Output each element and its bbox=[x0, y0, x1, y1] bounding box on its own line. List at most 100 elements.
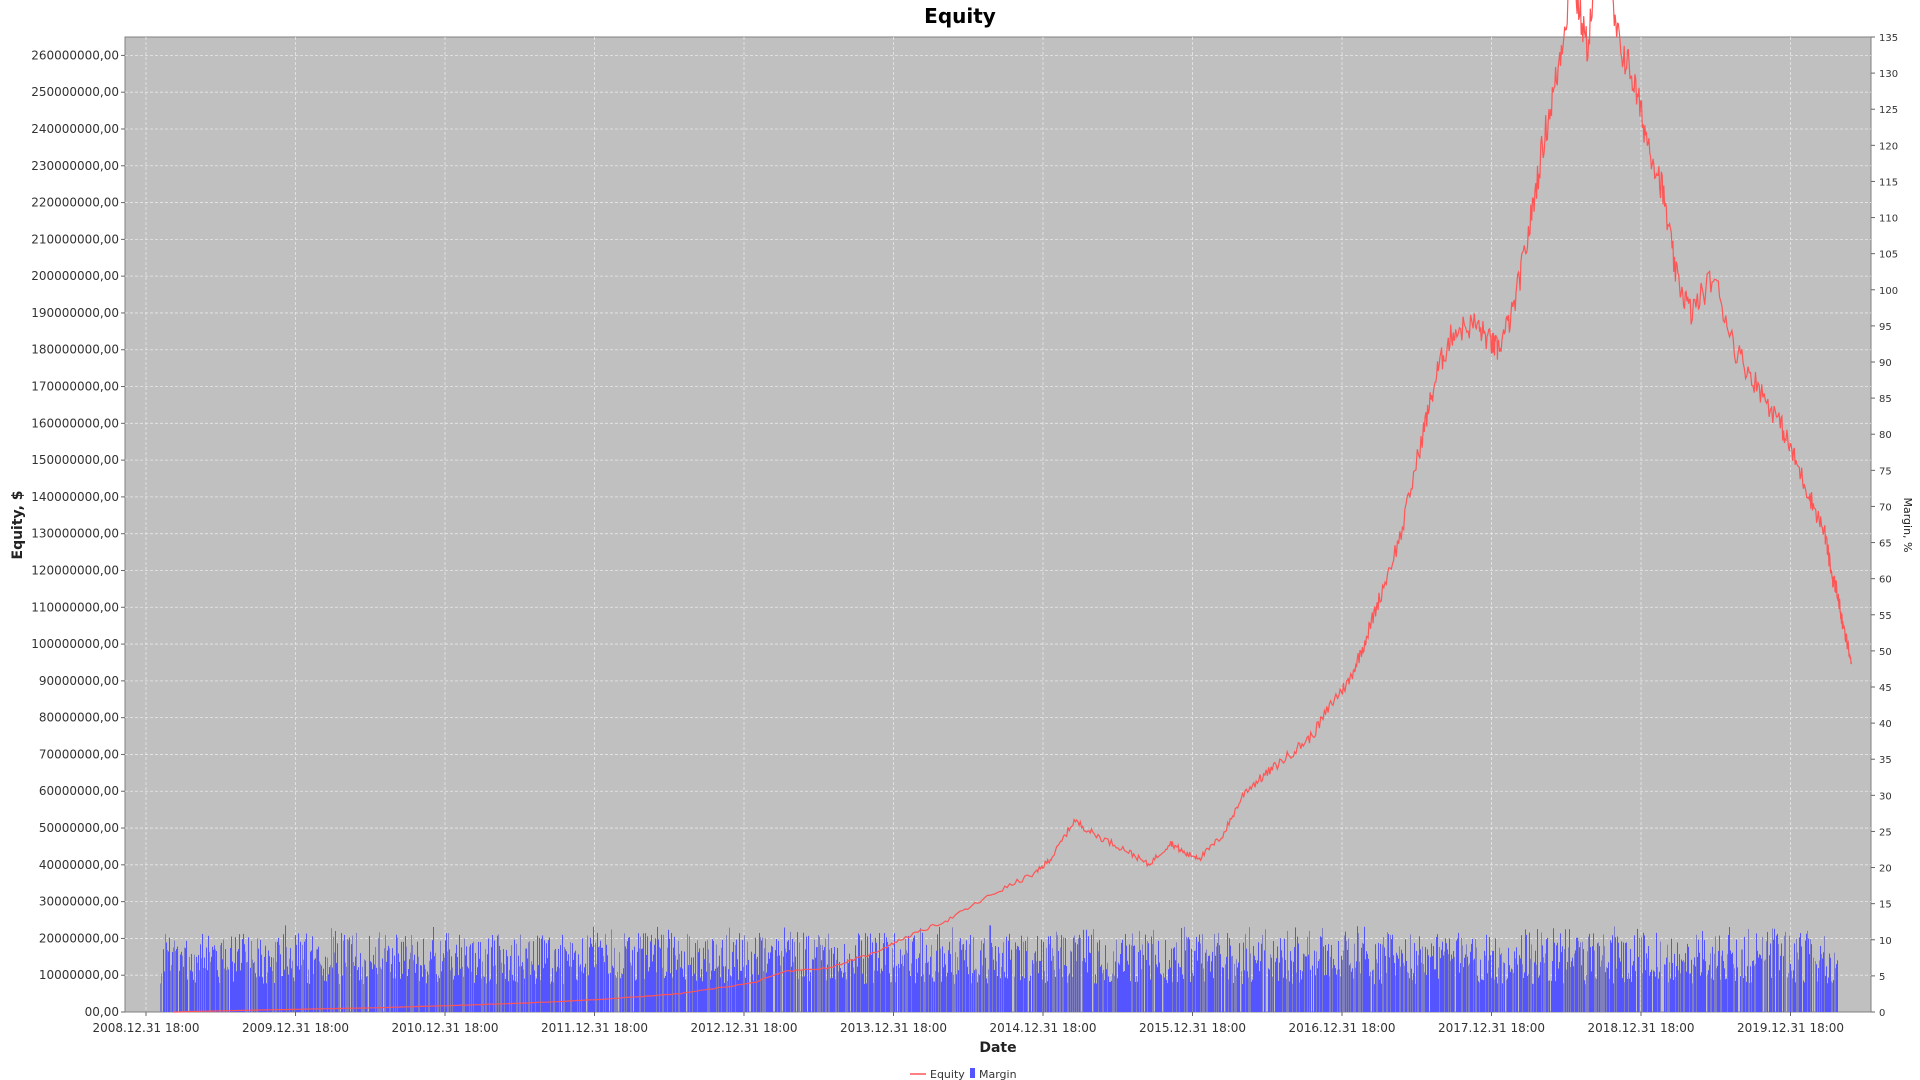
margin-bar bbox=[1499, 947, 1500, 1012]
margin-bar bbox=[287, 966, 288, 1012]
margin-bar bbox=[1483, 980, 1484, 1012]
margin-bar bbox=[1621, 941, 1622, 1012]
margin-bar bbox=[1832, 982, 1833, 1012]
margin-bar bbox=[651, 934, 652, 1012]
margin-bar bbox=[359, 980, 360, 1012]
margin-bar bbox=[363, 984, 364, 1012]
margin-bar bbox=[1428, 955, 1429, 1012]
margin-bar bbox=[580, 964, 581, 1012]
margin-bar bbox=[1324, 975, 1325, 1012]
margin-bar bbox=[395, 978, 396, 1012]
y-tick-label: 230000000,00 bbox=[31, 159, 119, 173]
margin-bar bbox=[326, 981, 327, 1012]
margin-bar bbox=[1723, 961, 1724, 1012]
margin-bar bbox=[278, 937, 279, 1012]
margin-bar bbox=[396, 934, 397, 1012]
margin-bar bbox=[602, 947, 603, 1012]
margin-bar bbox=[988, 969, 989, 1012]
margin-bar bbox=[687, 933, 688, 1012]
margin-bar bbox=[1041, 939, 1042, 1012]
margin-bar bbox=[514, 939, 515, 1012]
margin-bar bbox=[1190, 981, 1191, 1012]
margin-bar bbox=[228, 969, 229, 1012]
margin-bar bbox=[650, 941, 651, 1012]
margin-bar bbox=[1771, 977, 1772, 1012]
margin-bar bbox=[601, 947, 602, 1012]
margin-bar bbox=[1071, 951, 1072, 1012]
margin-bar bbox=[840, 968, 841, 1012]
margin-bar bbox=[1296, 972, 1297, 1012]
margin-bar bbox=[1251, 981, 1252, 1012]
margin-bar bbox=[457, 956, 458, 1012]
margin-bar bbox=[1533, 983, 1534, 1012]
margin-bar bbox=[163, 949, 164, 1012]
margin-bar bbox=[226, 970, 227, 1012]
margin-bar bbox=[1526, 934, 1527, 1012]
margin-bar bbox=[1379, 979, 1380, 1012]
margin-bar bbox=[1564, 949, 1565, 1012]
margin-bar bbox=[473, 941, 474, 1012]
margin-bar bbox=[906, 950, 907, 1012]
margin-bar bbox=[1573, 966, 1574, 1012]
margin-bar bbox=[599, 946, 600, 1012]
margin-bar bbox=[1612, 935, 1613, 1012]
margin-bar bbox=[1222, 967, 1223, 1012]
margin-bar bbox=[438, 975, 439, 1012]
margin-bar bbox=[1064, 965, 1065, 1012]
margin-bar bbox=[690, 964, 691, 1012]
y-tick-label: 150000000,00 bbox=[31, 453, 119, 467]
margin-bar bbox=[1587, 951, 1588, 1012]
margin-bar bbox=[475, 953, 476, 1012]
margin-bar bbox=[540, 980, 541, 1012]
margin-bar bbox=[948, 950, 949, 1012]
margin-bar bbox=[486, 983, 487, 1012]
margin-bar bbox=[884, 933, 885, 1012]
margin-bar bbox=[1515, 958, 1516, 1012]
margin-bar bbox=[822, 945, 823, 1012]
margin-bar bbox=[1114, 975, 1115, 1012]
margin-bar bbox=[824, 947, 825, 1012]
margin-bar bbox=[588, 975, 589, 1012]
margin-bar bbox=[1519, 955, 1520, 1012]
margin-bar bbox=[512, 974, 513, 1012]
margin-bar bbox=[1226, 956, 1227, 1012]
margin-bar bbox=[767, 963, 768, 1012]
margin-bar bbox=[902, 955, 903, 1012]
margin-bar bbox=[161, 973, 162, 1012]
margin-bar bbox=[328, 974, 329, 1012]
margin-bar bbox=[1697, 956, 1698, 1012]
margin-bar bbox=[975, 968, 976, 1012]
margin-bar bbox=[247, 961, 248, 1012]
margin-bar bbox=[1106, 969, 1107, 1012]
margin-bar bbox=[708, 949, 709, 1012]
margin-bar bbox=[1424, 972, 1425, 1012]
margin-bar bbox=[258, 948, 259, 1012]
margin-bar bbox=[1827, 983, 1828, 1012]
margin-bar bbox=[1615, 937, 1616, 1012]
margin-bar bbox=[1617, 936, 1618, 1012]
margin-bar bbox=[631, 965, 632, 1012]
margin-bar bbox=[1203, 968, 1204, 1012]
margin-bar bbox=[1152, 944, 1153, 1012]
margin-bar bbox=[236, 971, 237, 1012]
margin-bar bbox=[521, 966, 522, 1012]
margin-bar bbox=[810, 972, 811, 1012]
margin-bar bbox=[1245, 933, 1246, 1012]
margin-bar bbox=[502, 972, 503, 1012]
margin-bar bbox=[694, 973, 695, 1012]
margin-bar bbox=[439, 978, 440, 1012]
margin-bar bbox=[493, 966, 494, 1012]
margin-bar bbox=[911, 963, 912, 1012]
margin-bar bbox=[1199, 934, 1200, 1012]
margin-bar bbox=[1058, 950, 1059, 1012]
margin-bar bbox=[205, 968, 206, 1012]
margin-bar bbox=[1157, 967, 1158, 1012]
margin-bar bbox=[1210, 971, 1211, 1012]
margin-bar bbox=[1343, 950, 1344, 1012]
margin-bar bbox=[1105, 945, 1106, 1012]
margin-bar bbox=[1423, 964, 1424, 1012]
margin-bar bbox=[1292, 983, 1293, 1012]
margin-bar bbox=[400, 978, 401, 1012]
margin-bar bbox=[1128, 964, 1129, 1012]
margin-bar bbox=[1295, 927, 1296, 1012]
